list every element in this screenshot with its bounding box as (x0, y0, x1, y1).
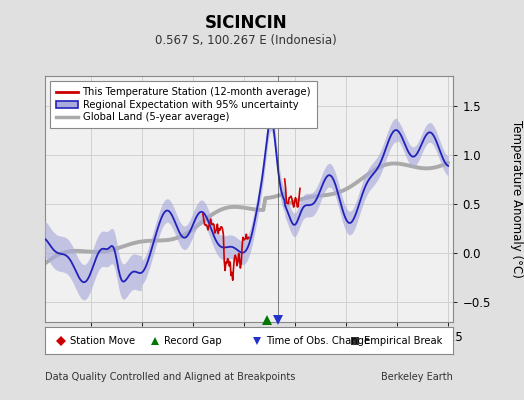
Text: Berkeley Earth: Berkeley Earth (381, 372, 453, 382)
Text: Empirical Break: Empirical Break (364, 336, 443, 346)
Text: Data Quality Controlled and Aligned at Breakpoints: Data Quality Controlled and Aligned at B… (45, 372, 295, 382)
Text: Time of Obs. Change: Time of Obs. Change (266, 336, 370, 346)
Text: SICINCIN: SICINCIN (205, 14, 288, 32)
Y-axis label: Temperature Anomaly (°C): Temperature Anomaly (°C) (510, 120, 523, 278)
Legend: This Temperature Station (12-month average), Regional Expectation with 95% uncer: This Temperature Station (12-month avera… (50, 81, 317, 128)
Text: Station Move: Station Move (70, 336, 135, 346)
Text: 0.567 S, 100.267 E (Indonesia): 0.567 S, 100.267 E (Indonesia) (156, 34, 337, 47)
Text: Record Gap: Record Gap (164, 336, 222, 346)
